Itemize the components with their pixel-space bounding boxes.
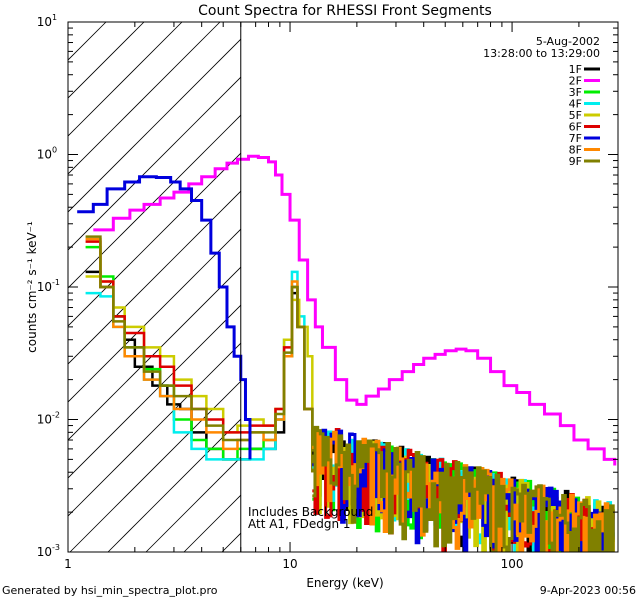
series-line-9F: [85, 235, 314, 473]
legend-label-5F: 5F: [569, 109, 582, 122]
hatch-line: [68, 190, 241, 365]
header-time-range: 13:28:00 to 13:29:00: [483, 47, 600, 60]
hatch-line: [68, 342, 241, 517]
hatch-line: [145, 456, 241, 552]
chart-title: Count Spectra for RHESSI Front Segments: [198, 3, 492, 19]
y-tick-exponent: -1: [52, 278, 60, 287]
series-noise-9F: [312, 425, 615, 552]
y-tick-exponent: -2: [52, 411, 60, 420]
series-line-8F: [85, 237, 314, 473]
annotation-line-2: Att A1, FDedgn 1: [248, 517, 351, 531]
hatch-line: [107, 418, 241, 552]
hatch-line: [68, 76, 241, 251]
hatch-line: [68, 38, 241, 213]
hatch-line: [68, 304, 241, 479]
x-tick-label: 100: [501, 557, 524, 571]
series-line-2F: [93, 154, 617, 466]
hatch-line: [68, 22, 221, 175]
y-tick-label: 10: [37, 413, 52, 427]
y-tick-label: 10: [37, 15, 52, 29]
legend-label-4F: 4F: [569, 98, 582, 111]
legend-label-8F: 8F: [569, 144, 582, 157]
annotation-line-1: Includes Background: [248, 505, 373, 519]
hatch-line: [68, 22, 183, 137]
header-date: 5-Aug-2002: [536, 35, 600, 48]
legend-label-9F: 9F: [569, 155, 582, 168]
series-line-6F: [85, 240, 314, 473]
legend-label-1F: 1F: [569, 63, 582, 76]
legend-label-2F: 2F: [569, 75, 582, 88]
hatch-line: [69, 380, 241, 552]
footer-generated-by: Generated by hsi_min_spectra_plot.pro: [2, 584, 218, 597]
series-line-7F: [77, 175, 252, 460]
x-tick-label: 10: [282, 557, 297, 571]
y-tick-exponent: -3: [52, 543, 60, 552]
y-tick-label: 10: [37, 148, 52, 162]
hatch-line: [68, 22, 107, 61]
series-line-3F: [85, 245, 314, 473]
x-tick-label: 1: [64, 557, 72, 571]
series-curves: [77, 154, 617, 552]
footer-date: 9-Apr-2023 00:56: [540, 584, 636, 597]
legend-label-7F: 7F: [569, 132, 582, 145]
y-tick-exponent: 1: [52, 13, 57, 22]
series-line-1F: [85, 270, 314, 473]
y-tick-label: 10: [37, 545, 52, 559]
y-axis-label: counts cm⁻² s⁻¹ keV⁻¹: [25, 221, 39, 353]
y-tick-exponent: 0: [52, 146, 57, 155]
hatch-line: [68, 228, 241, 403]
x-axis-label: Energy (keV): [306, 576, 383, 590]
legend-label-3F: 3F: [569, 86, 582, 99]
legend-label-6F: 6F: [569, 121, 582, 134]
y-tick-label: 10: [37, 280, 52, 294]
series-line-4F: [85, 270, 314, 473]
